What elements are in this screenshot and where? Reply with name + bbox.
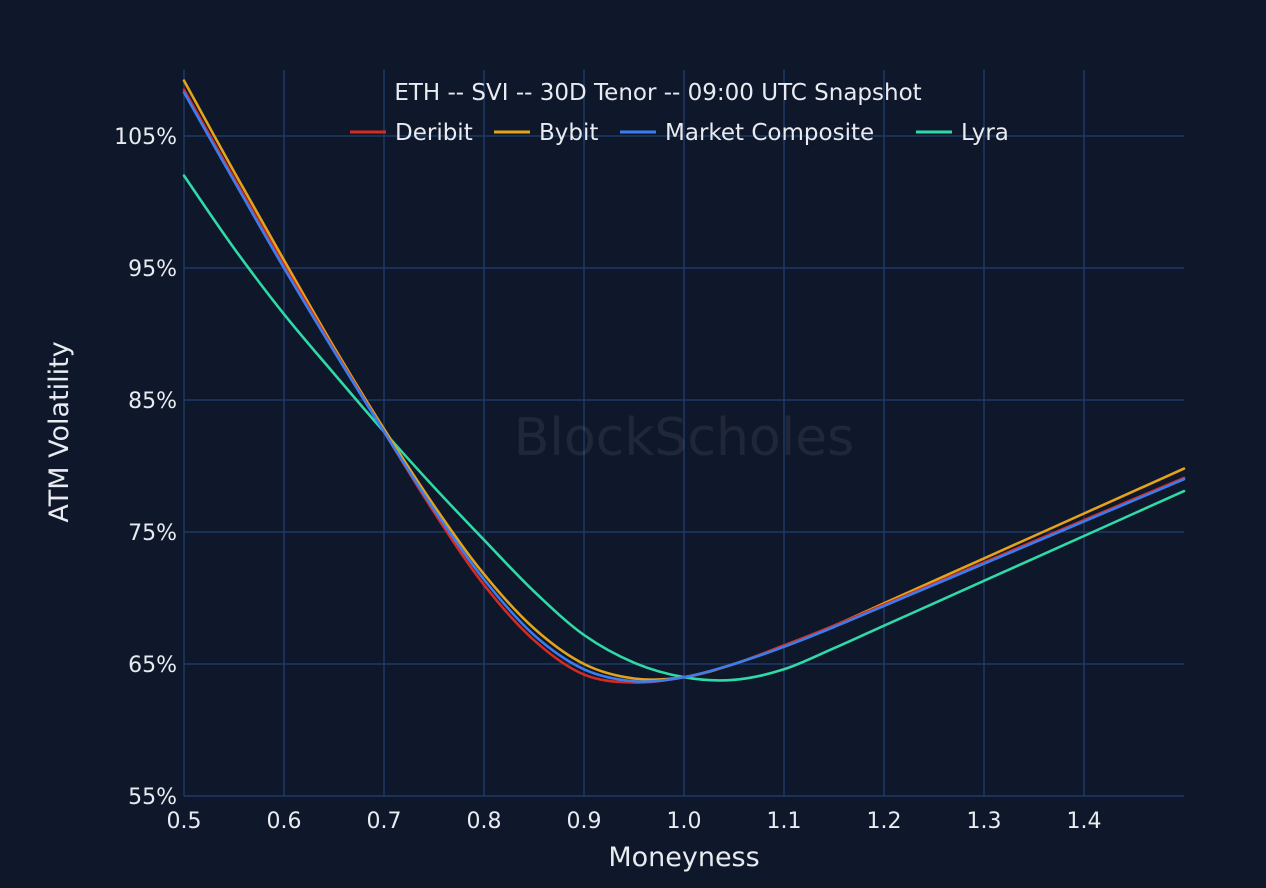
x-tick-label: 1.1 — [767, 809, 802, 834]
y-tick-label: 85% — [128, 389, 177, 414]
grid — [183, 70, 1184, 797]
x-tick-label: 1.3 — [967, 809, 1002, 834]
x-tick-label: 0.7 — [367, 809, 402, 834]
tick-labels: 0.5 0.6 0.7 0.8 0.9 1.0 1.1 1.2 1.3 1.4 55% 65% 75% 8… — [114, 125, 1101, 834]
x-tick-label: 0.6 — [267, 809, 302, 834]
legend-label-lyra: Lyra — [961, 120, 1009, 146]
legend-label-market-composite: Market Composite — [665, 120, 874, 146]
y-tick-label: 95% — [128, 257, 177, 282]
x-tick-label: 0.8 — [467, 809, 502, 834]
series-line-market-composite — [182, 91, 1186, 683]
x-tick-label: 0.5 — [167, 809, 202, 834]
x-tick-label: 1.2 — [867, 809, 902, 834]
x-tick-label: 0.9 — [567, 809, 602, 834]
chart-title: ETH -- SVI -- 30D Tenor -- 09:00 UTC Sna… — [394, 80, 921, 106]
series-line-bybit — [182, 79, 1186, 681]
y-axis-title: ATM Volatility — [44, 341, 75, 522]
series-layer — [182, 79, 1186, 684]
y-tick-label: 65% — [128, 653, 177, 678]
x-tick-label: 1.0 — [667, 809, 702, 834]
y-tick-label: 55% — [128, 785, 177, 810]
series-line-lyra — [182, 174, 1186, 682]
legend-label-bybit: Bybit — [539, 120, 598, 146]
y-tick-label: 75% — [128, 521, 177, 546]
legend: Deribit Bybit Market Composite Lyra — [350, 120, 1009, 146]
x-axis-title: Moneyness — [608, 842, 759, 873]
y-tick-label: 105% — [114, 125, 177, 150]
x-tick-label: 1.4 — [1067, 809, 1102, 834]
legend-label-deribit: Deribit — [395, 120, 473, 146]
watermark-text: BlockScholes — [514, 408, 855, 468]
